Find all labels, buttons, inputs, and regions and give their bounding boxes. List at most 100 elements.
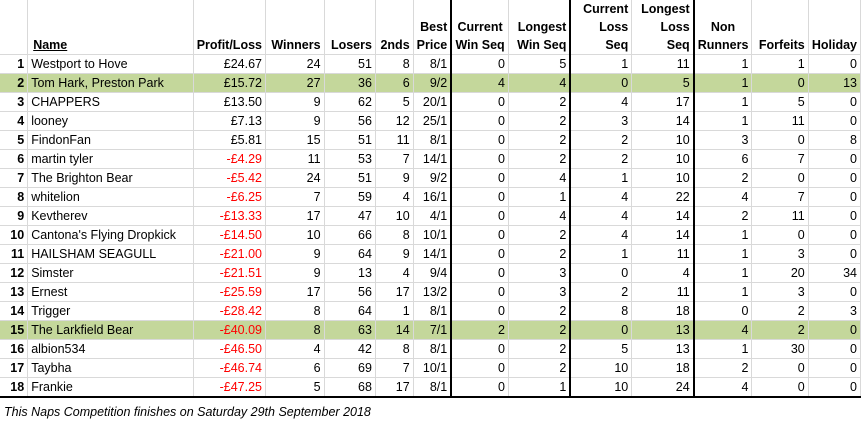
seconds-cell[interactable]: 10: [375, 206, 414, 226]
forfeits-cell[interactable]: 0: [751, 377, 809, 398]
longest-win-seq-cell[interactable]: 2: [508, 244, 572, 264]
name-cell[interactable]: Simster: [27, 263, 194, 283]
longest-win-seq-cell[interactable]: 2: [508, 339, 572, 359]
name-cell[interactable]: Trigger: [27, 301, 194, 321]
winners-cell[interactable]: 5: [265, 377, 325, 398]
name-cell[interactable]: Frankie: [27, 377, 194, 398]
winners-cell[interactable]: 24: [265, 168, 325, 188]
longest-win-seq-cell[interactable]: 1: [508, 377, 572, 398]
winners-cell[interactable]: 10: [265, 225, 325, 245]
profit-loss-cell[interactable]: -£46.50: [193, 339, 267, 359]
winners-cell[interactable]: 11: [265, 149, 325, 169]
forfeits-cell[interactable]: 3: [751, 244, 809, 264]
longest-win-seq-cell[interactable]: 4: [508, 206, 572, 226]
winners-cell[interactable]: 9: [265, 263, 325, 283]
longest-loss-seq-cell[interactable]: 14: [631, 206, 695, 226]
current-loss-seq-cell[interactable]: 5: [570, 339, 633, 359]
forfeits-cell[interactable]: 2: [751, 320, 809, 340]
longest-loss-seq-cell[interactable]: 13: [631, 320, 695, 340]
losers-cell[interactable]: 56: [324, 111, 376, 131]
losers-cell[interactable]: 47: [324, 206, 376, 226]
non-runners-cell[interactable]: 1: [693, 225, 753, 245]
current-loss-seq-cell[interactable]: 0: [570, 73, 633, 93]
current-win-seq-cell[interactable]: 0: [451, 263, 509, 283]
profit-loss-cell[interactable]: -£46.74: [193, 358, 267, 378]
forfeits-cell[interactable]: 7: [751, 187, 809, 207]
longest-win-seq-cell[interactable]: 5: [508, 54, 572, 74]
current-loss-seq-cell[interactable]: 8: [570, 301, 633, 321]
longest-loss-seq-cell[interactable]: 4: [631, 263, 695, 283]
current-loss-seq-cell[interactable]: 2: [570, 130, 633, 150]
non-runners-cell[interactable]: 4: [693, 320, 753, 340]
seconds-cell[interactable]: 4: [375, 187, 414, 207]
holiday-cell[interactable]: 0: [808, 282, 861, 302]
longest-loss-seq-cell[interactable]: 10: [631, 130, 695, 150]
profit-loss-cell[interactable]: -£4.29: [193, 149, 267, 169]
forfeits-cell[interactable]: 0: [751, 225, 809, 245]
longest-loss-seq-cell[interactable]: 18: [631, 301, 695, 321]
current-loss-seq-cell[interactable]: 1: [570, 54, 633, 74]
rank-cell[interactable]: 9: [0, 206, 29, 226]
current-win-seq-cell[interactable]: 0: [451, 206, 509, 226]
seconds-cell[interactable]: 11: [375, 130, 414, 150]
seconds-cell[interactable]: 7: [375, 358, 414, 378]
non-runners-cell[interactable]: 2: [693, 358, 753, 378]
best-price-cell[interactable]: 16/1: [413, 187, 453, 207]
forfeits-cell[interactable]: 30: [751, 339, 809, 359]
longest-win-seq-cell[interactable]: 2: [508, 320, 572, 340]
profit-loss-cell[interactable]: -£21.51: [193, 263, 267, 283]
name-cell[interactable]: whitelion: [27, 187, 194, 207]
seconds-cell[interactable]: 9: [375, 168, 414, 188]
non-runners-cell[interactable]: 1: [693, 92, 753, 112]
forfeits-cell[interactable]: 2: [751, 301, 809, 321]
holiday-cell[interactable]: 0: [808, 339, 861, 359]
longest-win-seq-cell[interactable]: 3: [508, 263, 572, 283]
longest-win-seq-cell[interactable]: 1: [508, 187, 572, 207]
winners-cell[interactable]: 4: [265, 339, 325, 359]
name-cell[interactable]: albion534: [27, 339, 194, 359]
losers-cell[interactable]: 66: [324, 225, 376, 245]
profit-loss-cell[interactable]: £5.81: [193, 130, 267, 150]
current-win-seq-cell[interactable]: 0: [451, 54, 509, 74]
name-cell[interactable]: CHAPPERS: [27, 92, 194, 112]
non-runners-cell[interactable]: 2: [693, 206, 753, 226]
best-price-cell[interactable]: 14/1: [413, 244, 453, 264]
name-cell[interactable]: Kevtherev: [27, 206, 194, 226]
longest-win-seq-cell[interactable]: 3: [508, 282, 572, 302]
forfeits-cell[interactable]: 5: [751, 92, 809, 112]
holiday-cell[interactable]: 0: [808, 187, 861, 207]
losers-cell[interactable]: 59: [324, 187, 376, 207]
losers-cell[interactable]: 69: [324, 358, 376, 378]
holiday-cell[interactable]: 0: [808, 358, 861, 378]
profit-loss-cell[interactable]: -£13.33: [193, 206, 267, 226]
holiday-cell[interactable]: 0: [808, 225, 861, 245]
forfeits-cell[interactable]: 0: [751, 130, 809, 150]
best-price-cell[interactable]: 14/1: [413, 149, 453, 169]
current-loss-seq-cell[interactable]: 1: [570, 168, 633, 188]
forfeits-cell[interactable]: 11: [751, 206, 809, 226]
name-cell[interactable]: Westport to Hove: [27, 54, 194, 74]
name-cell[interactable]: Tom Hark, Preston Park: [27, 73, 194, 93]
losers-cell[interactable]: 68: [324, 377, 376, 398]
name-cell[interactable]: martin tyler: [27, 149, 194, 169]
non-runners-cell[interactable]: 0: [693, 301, 753, 321]
current-win-seq-cell[interactable]: 0: [451, 339, 509, 359]
longest-win-seq-cell[interactable]: 2: [508, 130, 572, 150]
winners-cell[interactable]: 17: [265, 206, 325, 226]
profit-loss-cell[interactable]: -£5.42: [193, 168, 267, 188]
current-loss-seq-cell[interactable]: 10: [570, 358, 633, 378]
current-win-seq-cell[interactable]: 0: [451, 149, 509, 169]
current-win-seq-cell[interactable]: 2: [451, 320, 509, 340]
non-runners-cell[interactable]: 4: [693, 187, 753, 207]
rank-cell[interactable]: 16: [0, 339, 29, 359]
winners-cell[interactable]: 9: [265, 92, 325, 112]
seconds-cell[interactable]: 1: [375, 301, 414, 321]
rank-cell[interactable]: 15: [0, 320, 29, 340]
rank-cell[interactable]: 4: [0, 111, 29, 131]
current-win-seq-cell[interactable]: 0: [451, 244, 509, 264]
name-cell[interactable]: The Larkfield Bear: [27, 320, 194, 340]
best-price-cell[interactable]: 8/1: [413, 130, 453, 150]
longest-loss-seq-cell[interactable]: 13: [631, 339, 695, 359]
non-runners-cell[interactable]: 1: [693, 111, 753, 131]
longest-loss-seq-cell[interactable]: 10: [631, 168, 695, 188]
